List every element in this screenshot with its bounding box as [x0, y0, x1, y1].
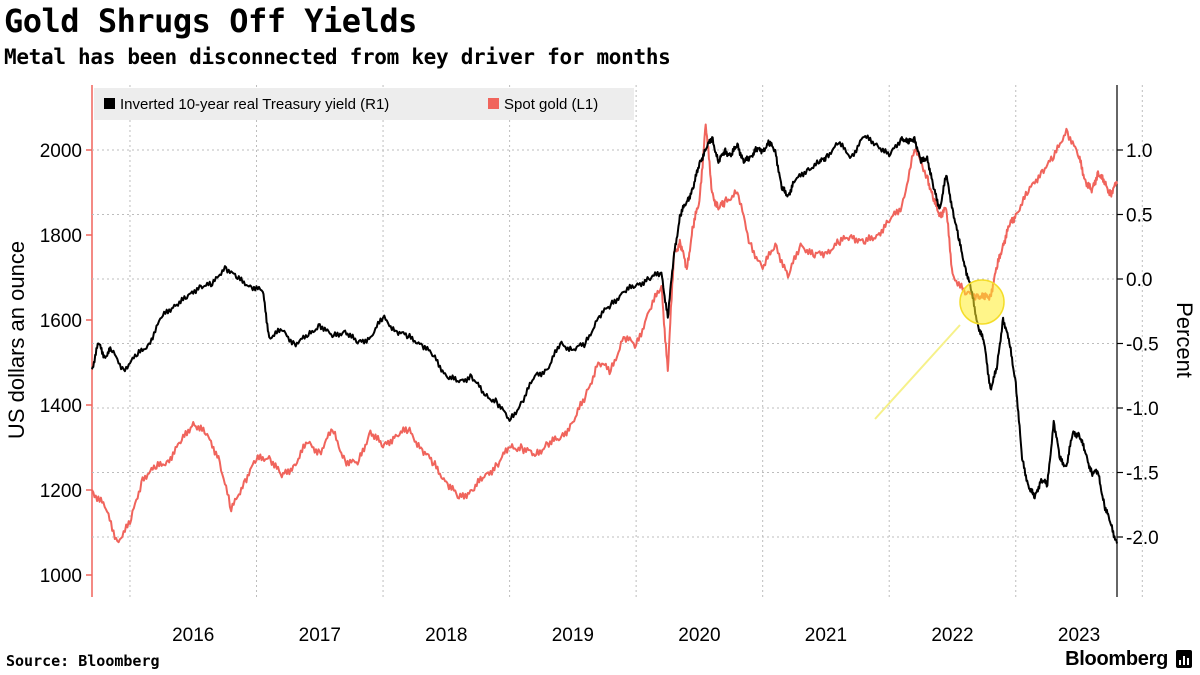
right-tick-label: -2.0	[1126, 528, 1159, 549]
left-tick-label: 1200	[40, 481, 82, 502]
source-note: Source: Bloomberg	[6, 652, 160, 670]
legend-label-gold: Spot gold (L1)	[504, 96, 598, 113]
grid-lines	[92, 85, 1143, 597]
left-tick-label: 1800	[40, 226, 82, 247]
series-lines	[91, 123, 1118, 544]
series-line-real-yield	[91, 134, 1118, 544]
x-tick-label: 2022	[931, 625, 973, 646]
highlight-circle	[959, 279, 1005, 325]
x-tick-label: 2019	[552, 625, 594, 646]
x-tick-label: 2023	[1058, 625, 1100, 646]
right-axis-title: Percent	[1172, 302, 1197, 378]
x-tick-label: 2020	[678, 625, 720, 646]
x-tick-label: 2016	[172, 625, 214, 646]
left-tick-label: 2000	[40, 141, 82, 162]
x-tick-label: 2021	[805, 625, 847, 646]
legend-background	[94, 88, 634, 120]
x-tick-label: 2018	[425, 625, 467, 646]
left-tick-label: 1000	[40, 566, 82, 587]
right-tick-label: 0.0	[1126, 270, 1152, 291]
right-tick-label: 1.0	[1126, 141, 1152, 162]
right-tick-label: -1.0	[1126, 399, 1159, 420]
right-tick-label: -1.5	[1126, 464, 1159, 485]
x-tick-label: 2017	[299, 625, 341, 646]
x-axis-ticks: 2016 2017 2018 2019 2020 2021 2022 2023	[172, 625, 1100, 646]
annotation	[874, 279, 1005, 420]
left-tick-label: 1400	[40, 396, 82, 417]
right-axis-ticks: -2.0 -1.5 -1.0 -0.5 0.0 0.5 1.0	[1117, 141, 1159, 549]
bloomberg-logo: Bloomberg	[1065, 648, 1168, 670]
chart-subtitle: Metal has been disconnected from key dri…	[4, 45, 671, 69]
annotation-arrow	[874, 324, 961, 420]
left-axis-title: US dollars an ounce	[4, 241, 29, 439]
legend: Inverted 10-year real Treasury yield (R1…	[94, 88, 634, 120]
right-tick-label: -0.5	[1126, 335, 1159, 356]
legend-label-yield: Inverted 10-year real Treasury yield (R1…	[120, 96, 389, 113]
left-tick-label: 1600	[40, 311, 82, 332]
bloomberg-chart-icon	[1176, 650, 1192, 668]
series-line-spot-gold	[91, 123, 1118, 544]
left-axis-ticks: 1000 1200 1400 1600 1800 2000	[40, 141, 92, 587]
chart-title: Gold Shrugs Off Yields	[4, 2, 417, 40]
right-tick-label: 0.5	[1126, 206, 1152, 227]
legend-swatch-gold	[488, 98, 499, 109]
legend-swatch-yield	[104, 98, 115, 109]
